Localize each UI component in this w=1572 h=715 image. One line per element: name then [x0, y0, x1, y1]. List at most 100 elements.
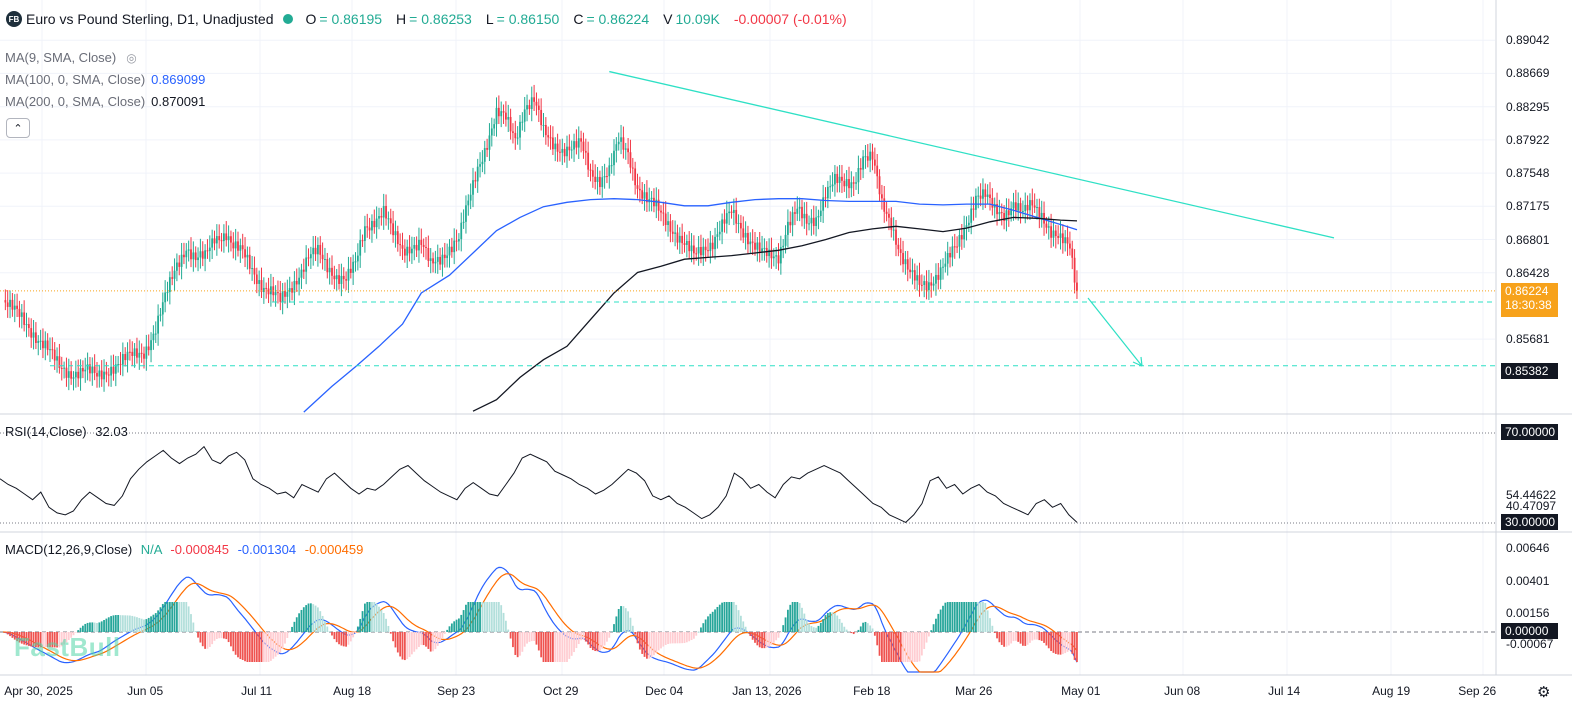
macd-histogram-bar: [455, 619, 458, 632]
macd-histogram-bar: [794, 602, 796, 632]
macd-histogram-bar: [453, 621, 456, 632]
candle-body: [587, 152, 590, 170]
eye-hidden-icon[interactable]: ◎: [126, 51, 137, 65]
macd-histogram-bar: [848, 631, 850, 633]
candle-body: [1036, 207, 1038, 209]
candle-body: [30, 328, 33, 338]
candle-body: [615, 144, 618, 151]
macd-histogram-bar: [599, 632, 601, 651]
macd-histogram-bar: [460, 614, 463, 632]
macd-histogram-bar: [521, 632, 524, 652]
candle-body: [63, 367, 65, 369]
candle-body: [956, 246, 958, 248]
macd-histogram-bar: [291, 626, 293, 632]
candle-body: [556, 143, 559, 152]
chevron-up-icon: ⌃: [13, 122, 23, 135]
collapse-legend-button[interactable]: ⌃: [6, 118, 30, 138]
open-value: = 0.86195: [319, 11, 383, 27]
macd-histogram-bar: [1000, 632, 1003, 645]
ma200-legend[interactable]: MA(200, 0, SMA, Close) 0.870091: [5, 94, 205, 109]
candle-body: [279, 292, 282, 302]
ma9-label: MA(9, SMA, Close): [5, 50, 117, 65]
candle-body: [603, 176, 606, 178]
candle-body: [213, 238, 216, 244]
candle-body: [920, 284, 923, 286]
ma9-legend[interactable]: MA(9, SMA, Close) ◎: [5, 50, 137, 65]
macd-histogram-bar: [248, 632, 251, 662]
macd-histogram-bar: [227, 632, 230, 643]
candle-body: [815, 217, 817, 227]
macd-histogram-bar: [810, 625, 813, 632]
macd-histogram-bar: [220, 632, 223, 639]
candle-body: [1064, 237, 1067, 244]
macd-histogram-bar: [836, 615, 839, 632]
macd-histogram-bar: [669, 632, 672, 644]
macd-histogram-bar: [331, 632, 333, 636]
candle-body: [554, 143, 557, 150]
macd-value-signal: -0.000845: [170, 542, 229, 557]
macd-histogram-bar: [942, 605, 944, 632]
macd-histogram-bar: [211, 632, 214, 645]
candle-body: [364, 226, 366, 241]
macd-histogram-bar: [133, 616, 136, 632]
candle-body: [657, 199, 660, 211]
macd-histogram-bar: [751, 632, 754, 640]
macd-legend[interactable]: MACD(12,26,9,Close) N/A -0.000845 -0.001…: [5, 542, 363, 557]
macd-histogram-bar: [265, 632, 268, 662]
candle-body: [897, 244, 900, 250]
candle-body: [566, 146, 568, 157]
candle-body: [164, 292, 167, 303]
macd-histogram-bar: [161, 603, 164, 632]
candle-body: [4, 300, 7, 303]
macd-histogram-bar: [740, 615, 742, 632]
macd-histogram-bar: [859, 626, 862, 632]
candle-body: [490, 128, 493, 136]
symbol-title[interactable]: Euro vs Pound Sterling, D1, Unadjusted: [26, 11, 274, 27]
ma100-value: 0.869099: [151, 72, 206, 87]
macd-histogram-bar: [873, 632, 876, 636]
candle-body: [347, 268, 350, 281]
candle-body: [1010, 208, 1013, 216]
candle-body: [432, 258, 434, 264]
candle-body: [218, 236, 221, 241]
macd-histogram-bar: [606, 632, 608, 642]
candle-body: [140, 352, 143, 354]
candle-body: [542, 124, 545, 126]
candle-body: [486, 148, 488, 150]
macd-histogram-bar: [180, 602, 183, 632]
macd-histogram-bar: [641, 632, 644, 654]
candle-body: [251, 268, 253, 270]
macd-histogram-bar: [559, 632, 561, 662]
candle-body: [244, 249, 246, 258]
candle-body: [335, 275, 338, 280]
gear-icon[interactable]: ⚙: [1537, 684, 1551, 701]
macd-histogram-bar: [570, 632, 573, 656]
macd-histogram-bar: [949, 602, 951, 632]
candle-body: [408, 246, 411, 254]
candle-body: [855, 182, 857, 184]
candle-body: [453, 240, 456, 253]
macd-histogram-bar: [30, 632, 33, 647]
candle-body: [674, 232, 676, 234]
candle-body: [305, 257, 308, 272]
macd-histogram-bar: [554, 632, 557, 662]
ma100-legend[interactable]: MA(100, 0, SMA, Close) 0.869099: [5, 72, 205, 87]
rsi-legend[interactable]: RSI(14,Close) 32.03: [5, 424, 128, 439]
macd-histogram-bar: [378, 606, 380, 632]
ma200-label: MA(200, 0, SMA, Close): [5, 94, 146, 109]
candle-body: [838, 176, 841, 183]
candle-body: [834, 173, 836, 185]
macd-histogram-bar: [650, 632, 653, 658]
macd-histogram-bar: [939, 609, 942, 632]
macd-histogram-bar: [418, 632, 420, 647]
macd-histogram-bar: [1019, 632, 1022, 644]
macd-histogram-bar: [37, 632, 40, 648]
candle-body: [1040, 212, 1043, 219]
time-axis-label: Oct 29: [543, 684, 579, 698]
candle-body: [385, 205, 387, 219]
candle-body: [215, 236, 218, 244]
candle-body: [274, 292, 277, 296]
candle-body: [265, 287, 268, 289]
macd-histogram-bar: [91, 622, 94, 632]
